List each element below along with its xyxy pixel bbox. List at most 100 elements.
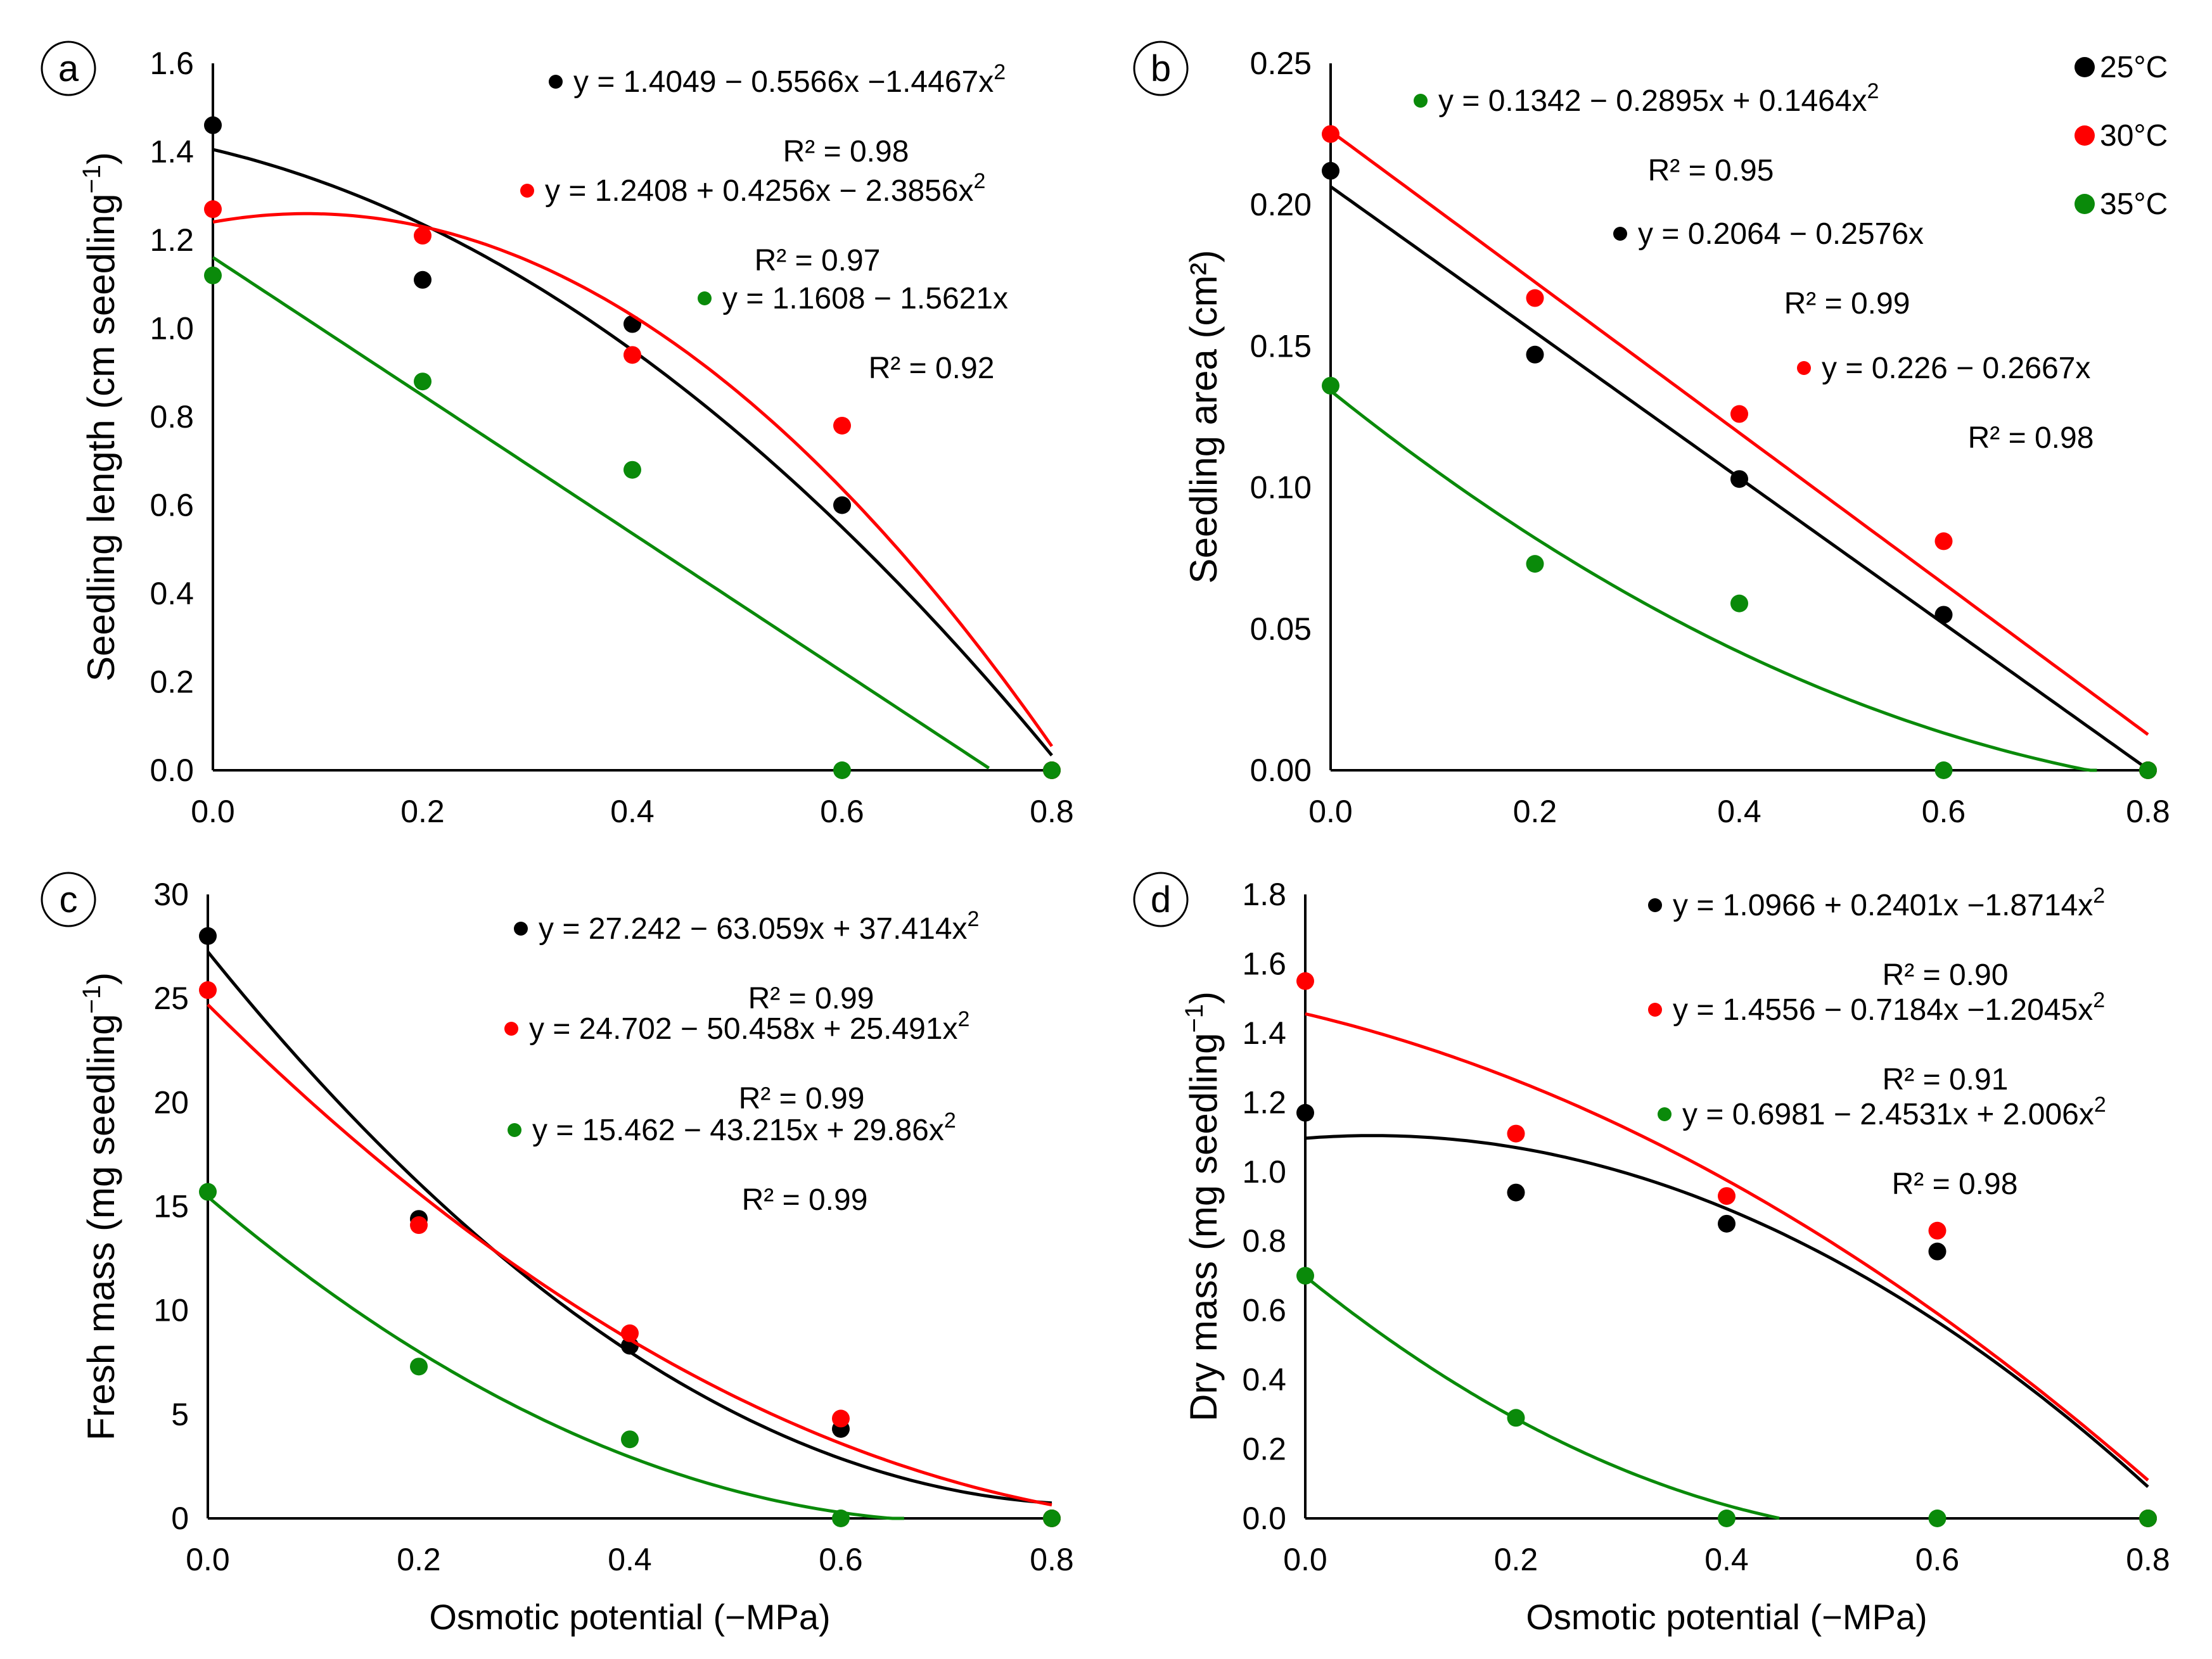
equation-sup: 2 bbox=[1867, 79, 1879, 103]
fit-line-35C bbox=[1304, 1275, 1780, 1520]
equation-text: y = 0.226 − 0.2667x bbox=[1822, 352, 2090, 385]
equation-marker-30C bbox=[1648, 1003, 1662, 1017]
y-axis-label-sup: −1 bbox=[1180, 1004, 1208, 1033]
panel-a: a 0.0 0.2 0.4 0.6 0.8 1.0 1.2 1.4 1.6 0.0 0.2 0.4 0.6… bbox=[41, 41, 1074, 829]
equation-marker-30C bbox=[1797, 361, 1811, 375]
legend-label-35C: 35°C bbox=[2100, 188, 2168, 221]
y-tick-label: 1.6 bbox=[1242, 946, 1286, 981]
x-tick-label: 0.0 bbox=[186, 1542, 230, 1577]
y-axis-label: Seedling length (cm seedling−1) bbox=[78, 152, 122, 682]
y-tick-label: 1.4 bbox=[1242, 1015, 1286, 1051]
data-point-25C bbox=[1526, 345, 1544, 364]
data-point-30C bbox=[832, 1409, 850, 1428]
y-tick-label: 0.10 bbox=[1250, 470, 1312, 505]
data-point-25C bbox=[1296, 1103, 1314, 1122]
r-squared-25C: R² = 0.99 bbox=[1784, 287, 1910, 321]
data-point-30C bbox=[1718, 1187, 1736, 1205]
data-point-25C bbox=[1730, 470, 1748, 488]
y-tick-label: 0.6 bbox=[150, 488, 194, 523]
r-squared-25C: R² = 0.90 bbox=[1883, 958, 2009, 992]
legend-marker-35C bbox=[2075, 194, 2095, 214]
data-point-25C bbox=[1718, 1214, 1736, 1233]
r-squared-35C: R² = 0.98 bbox=[1892, 1167, 2018, 1201]
y-tick-label: 0 bbox=[171, 1501, 189, 1536]
equation-text: y = 0.2064 − 0.2576x bbox=[1638, 217, 1924, 251]
panel-label-d: d bbox=[1151, 879, 1171, 920]
y-tick-label: 1.6 bbox=[150, 46, 194, 81]
data-point-35C bbox=[833, 761, 851, 779]
data-point-35C bbox=[1718, 1510, 1736, 1527]
equation-sup: 2 bbox=[2093, 884, 2105, 908]
fit-line-25C bbox=[212, 148, 1053, 757]
r-squared-35C: R² = 0.92 bbox=[869, 352, 995, 385]
equation-marker-25C bbox=[549, 75, 563, 89]
y-tick-label: 30 bbox=[153, 877, 189, 912]
data-point-30C bbox=[1928, 1221, 1947, 1240]
y-axis-label-main: Dry mass (mg seedling bbox=[1182, 1033, 1225, 1422]
equation-text: y = 1.0966 + 0.2401x −1.8714x bbox=[1673, 889, 2093, 922]
data-point-35C bbox=[1043, 1510, 1061, 1527]
r-squared-25C: R² = 0.99 bbox=[748, 982, 874, 1015]
data-point-25C bbox=[199, 927, 217, 945]
data-point-35C bbox=[1526, 555, 1544, 573]
equation-marker-30C bbox=[520, 184, 534, 198]
y-axis-label: Dry mass (mg seedling−1) bbox=[1180, 991, 1225, 1421]
data-point-30C bbox=[623, 346, 641, 364]
panel-label-circle bbox=[1133, 872, 1189, 927]
r-squared-35C: R² = 0.95 bbox=[1648, 154, 1774, 188]
equation-marker-35C bbox=[698, 291, 712, 305]
data-point-30C bbox=[1507, 1124, 1525, 1143]
r-squared-25C: R² = 0.98 bbox=[783, 135, 909, 168]
equation-25C: y = 1.0966 + 0.2401x −1.8714x2 bbox=[1673, 884, 2105, 922]
y-axis-label-main: Seedling area (cm²) bbox=[1182, 250, 1225, 584]
x-tick-label: 0.8 bbox=[1030, 1542, 1074, 1577]
equation-25C: y = 0.2064 − 0.2576x bbox=[1638, 217, 1924, 251]
r-squared-30C: R² = 0.99 bbox=[739, 1082, 865, 1116]
y-tick-label: 0.8 bbox=[150, 399, 194, 435]
data-point-35C bbox=[1730, 594, 1748, 613]
panel-label-c: c bbox=[60, 879, 78, 920]
y-tick-label: 0.0 bbox=[150, 753, 194, 788]
data-point-30C bbox=[1322, 125, 1339, 143]
panel-d: d 0.0 0.2 0.4 0.6 0.8 1.0 1.2 1.4 1.6 1.8 0.0 0.2 0.4… bbox=[1133, 872, 2170, 1637]
data-point-30C bbox=[199, 981, 217, 1000]
equation-sup: 2 bbox=[994, 60, 1006, 84]
fit-line-35C bbox=[1329, 389, 2097, 772]
x-axis-label: Osmotic potential (−MPa) bbox=[429, 1597, 830, 1637]
data-point-35C bbox=[410, 1357, 428, 1376]
fit-line-35C bbox=[212, 256, 990, 770]
data-point-30C bbox=[1934, 532, 1953, 550]
y-tick-label: 20 bbox=[153, 1084, 189, 1120]
equation-text: y = 27.242 − 63.059x + 37.414x bbox=[539, 912, 968, 946]
x-tick-label: 0.4 bbox=[608, 1542, 652, 1577]
panel-label-a: a bbox=[58, 48, 79, 89]
data-point-30C bbox=[621, 1324, 639, 1342]
data-point-30C bbox=[204, 200, 222, 219]
x-tick-label: 0.2 bbox=[397, 1542, 441, 1577]
y-tick-label: 0.8 bbox=[1242, 1223, 1286, 1259]
panel-c: c 0 5 10 15 20 25 30 0.0 0.2 0.4 0.6 0.8 Fresh mass (… bbox=[41, 872, 1074, 1637]
equation-25C: y = 27.242 − 63.059x + 37.414x2 bbox=[539, 907, 979, 946]
panel-label-circle bbox=[41, 872, 96, 927]
x-tick-label: 0.2 bbox=[1513, 794, 1557, 829]
y-tick-label: 25 bbox=[153, 981, 189, 1016]
y-tick-label: 0.00 bbox=[1250, 753, 1312, 788]
legend-label-30C: 30°C bbox=[2100, 119, 2168, 153]
x-tick-label: 0.8 bbox=[1030, 794, 1074, 829]
r-squared-30C: R² = 0.98 bbox=[1968, 421, 2094, 455]
x-tick-label: 0.6 bbox=[1922, 794, 1966, 829]
data-point-35C bbox=[2139, 761, 2157, 779]
equation-marker-35C bbox=[1658, 1107, 1672, 1121]
data-point-25C bbox=[1934, 606, 1953, 624]
x-tick-label: 0.0 bbox=[191, 794, 235, 829]
data-point-35C bbox=[1934, 761, 1953, 779]
data-point-25C bbox=[204, 116, 222, 134]
equation-marker-25C bbox=[1613, 227, 1627, 241]
y-tick-label: 5 bbox=[171, 1397, 189, 1432]
y-tick-label: 0.2 bbox=[150, 664, 194, 700]
r-squared-30C: R² = 0.97 bbox=[755, 244, 881, 277]
fit-line-25C bbox=[1305, 1134, 2149, 1489]
data-point-35C bbox=[204, 266, 222, 284]
data-point-30C bbox=[1730, 405, 1748, 423]
